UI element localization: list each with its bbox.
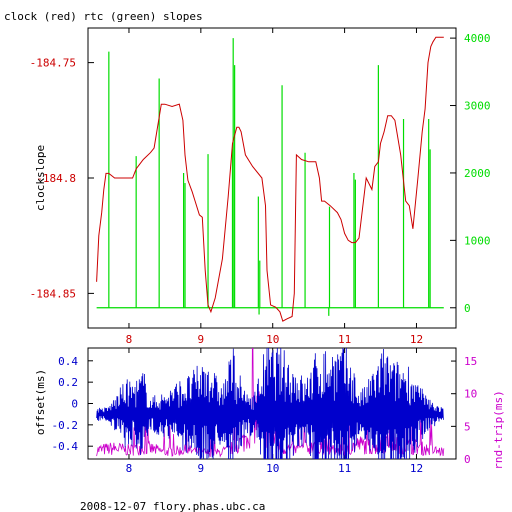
x-tick-label: 10 bbox=[266, 333, 279, 346]
bottom-y-axis-label-left: offset(ms) bbox=[34, 369, 47, 435]
rtc-series bbox=[96, 38, 444, 316]
x-tick-label: 8 bbox=[126, 462, 133, 475]
x-tick-label: 12 bbox=[410, 333, 423, 346]
y-tick-label: -0.4 bbox=[52, 440, 79, 453]
clock-series bbox=[96, 36, 444, 322]
y-tick-label: 3000 bbox=[464, 100, 491, 113]
y-tick-label: 0 bbox=[464, 453, 471, 466]
y-tick-label: -184.85 bbox=[30, 287, 76, 300]
top-y-ticks-left: -184.75 -184.8 -184.85 bbox=[30, 57, 94, 300]
top-y-axis-label: clockslope bbox=[34, 145, 47, 211]
top-panel: 8 9 10 11 12 -184.75 -184.8 -184.85 0 1000 2000 3… bbox=[30, 27, 491, 346]
bottom-panel: 8 9 10 11 12 0.4 0.2 0 -0.2 -0.4 0 5 10 15 offset(m… bbox=[34, 347, 505, 475]
x-tick-label: 11 bbox=[338, 462, 351, 475]
y-tick-label: -0.2 bbox=[52, 419, 79, 432]
top-plot-frame bbox=[87, 27, 457, 329]
x-tick-label: 11 bbox=[338, 333, 351, 346]
x-tick-label: 8 bbox=[126, 333, 133, 346]
y-tick-label: 1000 bbox=[464, 234, 491, 247]
offset-line bbox=[96, 348, 444, 459]
x-tick-label: 9 bbox=[198, 333, 205, 346]
y-tick-label: 0 bbox=[464, 302, 471, 315]
x-tick-label: 9 bbox=[198, 462, 205, 475]
y-tick-label: 10 bbox=[464, 388, 477, 401]
top-x-ticks: 8 9 10 11 12 bbox=[126, 28, 423, 346]
y-tick-label: 15 bbox=[464, 355, 477, 368]
y-tick-label: 0.4 bbox=[58, 355, 78, 368]
y-tick-label: 0.2 bbox=[58, 376, 78, 389]
footer-text: 2008-12-07 flory.phas.ubc.ca bbox=[80, 500, 265, 512]
y-tick-label: 5 bbox=[464, 420, 471, 433]
bottom-y-ticks-right: 0 5 10 15 bbox=[451, 355, 477, 466]
x-tick-label: 10 bbox=[266, 462, 279, 475]
y-tick-label: -184.8 bbox=[36, 172, 76, 185]
x-tick-label: 12 bbox=[410, 462, 423, 475]
bottom-x-ticks: 8 9 10 11 12 bbox=[126, 348, 423, 475]
y-tick-label: 0 bbox=[71, 398, 78, 411]
chart-title: clock (red) rtc (green) slopes bbox=[4, 10, 203, 23]
offset-series bbox=[96, 348, 444, 459]
y-tick-label: 4000 bbox=[464, 32, 491, 45]
bottom-y-axis-label-right: rnd-trip(ms) bbox=[492, 390, 505, 469]
clock-line bbox=[96, 36, 444, 322]
y-tick-label: -184.75 bbox=[30, 57, 76, 70]
top-y-ticks-right: 0 1000 2000 3000 4000 bbox=[450, 32, 491, 315]
y-tick-label: 2000 bbox=[464, 167, 491, 180]
bottom-y-ticks-left: 0.4 0.2 0 -0.2 -0.4 bbox=[52, 355, 93, 453]
